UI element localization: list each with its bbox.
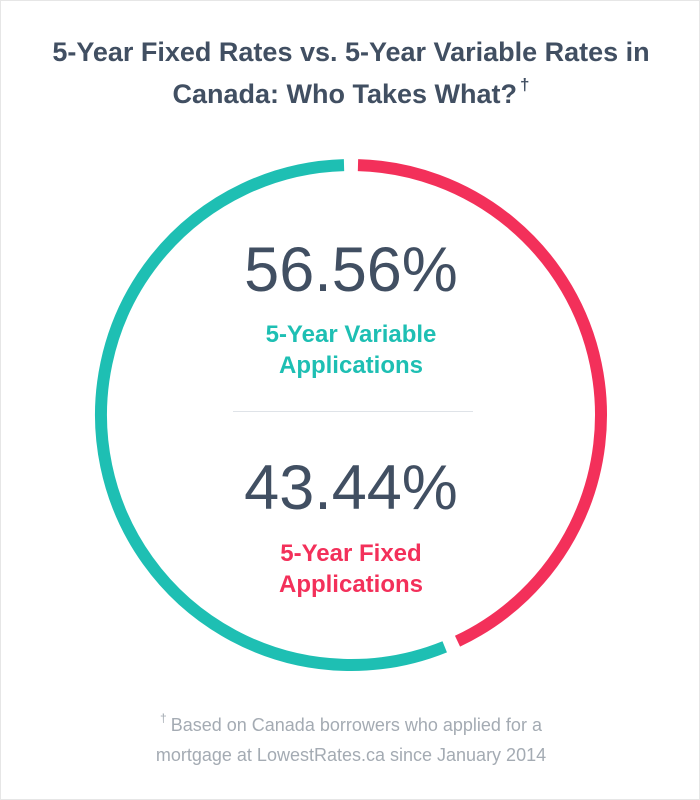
donut-segment-fixed [357,159,607,647]
center-divider [233,411,473,412]
variable-percentage: 56.56% [244,235,458,305]
footnote-dagger-mark: † [160,711,167,725]
chart-title-text: 5-Year Fixed Rates vs. 5-Year Variable R… [52,37,650,109]
chart-title: 5-Year Fixed Rates vs. 5-Year Variable R… [41,35,661,112]
footnote-line1-text: Based on Canada borrowers who applied fo… [170,715,542,735]
title-dagger-mark: † [520,75,530,94]
fixed-label-line2: Applications [278,571,423,598]
fixed-label-line1: 5-Year Fixed [280,540,422,567]
footnote-line2: mortgage at LowestRates.ca since January… [155,745,547,765]
fixed-label: 5-Year Fixed Applications [151,538,551,600]
fixed-percentage: 43.44% [244,453,458,523]
donut-segment-variable [95,159,447,671]
donut-chart-svg [95,159,607,671]
variable-label-line2: Applications [278,352,423,379]
variable-label-line1: 5-Year Variable [265,321,437,348]
footnote-line1: † Based on Canada borrowers who applied f… [61,705,641,740]
variable-label: 5-Year Variable Applications [151,319,551,381]
footnote: † Based on Canada borrowers who applied f… [61,705,641,770]
donut-chart [91,155,611,675]
